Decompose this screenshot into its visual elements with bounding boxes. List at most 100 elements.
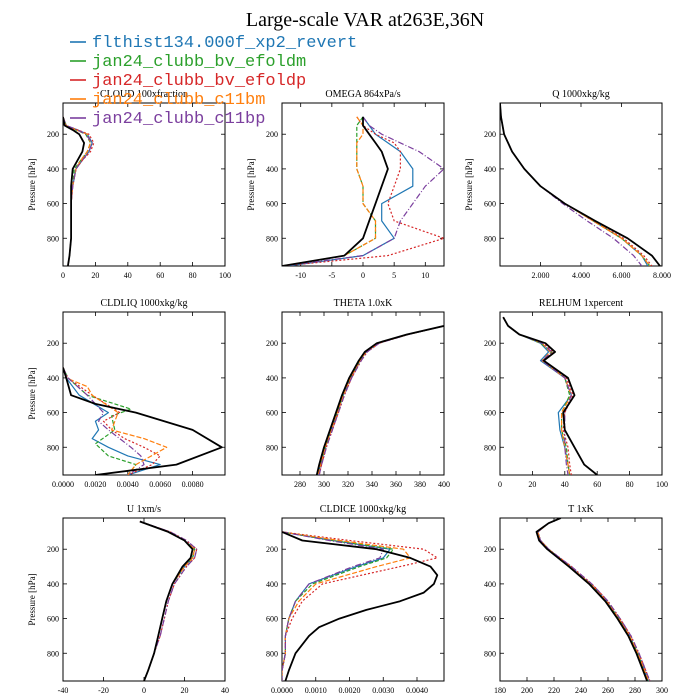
plot-frame bbox=[499, 102, 663, 267]
y-tick-label: 200 bbox=[484, 339, 496, 348]
series-line-jan24-clubb-c11bm bbox=[139, 520, 196, 681]
series-line-control bbox=[502, 316, 598, 475]
x-tick-label: 0.0040 bbox=[117, 480, 139, 489]
x-tick-label: 40 bbox=[561, 480, 569, 489]
y-tick-label: 600 bbox=[484, 409, 496, 418]
y-tick-label: 400 bbox=[484, 165, 496, 174]
legend-label: jan24_clubb_bv_efoldm bbox=[92, 53, 306, 72]
panel-title: CLDLIQ 1000xkg/kg bbox=[101, 298, 188, 309]
series-line-control bbox=[282, 116, 389, 266]
y-axis-label: Pressure [hPa] bbox=[27, 367, 37, 419]
x-tick-label: -10 bbox=[295, 271, 306, 280]
x-tick-label: 0.0000 bbox=[271, 686, 293, 695]
x-tick-label: 220 bbox=[548, 686, 560, 695]
series-line-jan24-clubb-bv-efoldm bbox=[537, 518, 650, 681]
x-tick-label: 6.000 bbox=[613, 271, 631, 280]
series-line-jan24-clubb-bv-efoldp bbox=[282, 531, 438, 681]
series-line-jan24-clubb-c11bm bbox=[282, 531, 411, 681]
series-line-jan24-clubb-c11bp bbox=[318, 325, 444, 475]
y-tick-label: 800 bbox=[47, 234, 59, 243]
x-tick-label: 280 bbox=[629, 686, 641, 695]
x-tick-label: 0.0020 bbox=[339, 686, 361, 695]
panel-u-1xm-s: U 1xm/s -40 -20 0 20 40 200 400 600 800 Pressure [… bbox=[27, 504, 229, 695]
series-line-flthist134-000f-xp2-revert bbox=[288, 116, 414, 266]
panel-t-1xk: T 1xK 180 200 220 240 260 280 300 200 400 600 800 bbox=[484, 504, 668, 695]
y-tick-label: 600 bbox=[266, 200, 278, 209]
legend-label: jan24_clubb_c11bm bbox=[92, 91, 265, 110]
y-tick-label: 400 bbox=[47, 580, 59, 589]
series-line-jan24-clubb-bv-efoldp bbox=[318, 325, 444, 475]
series-line-flthist134-000f-xp2-revert bbox=[139, 520, 196, 681]
y-tick-label: 800 bbox=[266, 649, 278, 658]
x-tick-label: 260 bbox=[602, 686, 614, 695]
series-line-jan24-clubb-c11bm bbox=[63, 116, 92, 266]
x-tick-label: 0.0030 bbox=[372, 686, 394, 695]
series-line-flthist134-000f-xp2-revert bbox=[537, 518, 650, 681]
y-tick-label: 200 bbox=[47, 339, 59, 348]
y-tick-label: 400 bbox=[266, 580, 278, 589]
panel-title: RELHUM 1xpercent bbox=[539, 298, 623, 309]
series-lines bbox=[282, 531, 439, 681]
plot-frame bbox=[62, 517, 226, 682]
y-axis-label: Pressure [hPa] bbox=[464, 158, 474, 210]
panel-title: Q 1000xkg/kg bbox=[552, 89, 610, 100]
series-line-control bbox=[63, 116, 85, 266]
y-tick-label: 600 bbox=[484, 200, 496, 209]
x-tick-label: 0 bbox=[61, 271, 65, 280]
x-tick-label: 0.0010 bbox=[305, 686, 327, 695]
series-line-jan24-clubb-bv-efoldm bbox=[139, 520, 196, 681]
panel-q-1000xkg-kg: Q 1000xkg/kg 2.000 4.000 6.000 8.000 200 400 60… bbox=[464, 89, 671, 280]
x-tick-label: 0.0000 bbox=[52, 480, 74, 489]
x-tick-label: 0.0020 bbox=[84, 480, 106, 489]
x-tick-label: 8.000 bbox=[653, 271, 671, 280]
y-tick-label: 400 bbox=[266, 374, 278, 383]
y-tick-label: 200 bbox=[266, 545, 278, 554]
plot-frame bbox=[499, 311, 663, 476]
y-tick-label: 600 bbox=[484, 615, 496, 624]
x-tick-label: 0.0080 bbox=[182, 480, 204, 489]
x-tick-label: -5 bbox=[329, 271, 336, 280]
y-tick-label: 800 bbox=[47, 443, 59, 452]
panel-cloud-100xfraction: CLOUD 100xfraction 0 20 40 60 80 100 200 400 600 8… bbox=[27, 89, 231, 280]
x-tick-label: -40 bbox=[58, 686, 69, 695]
x-tick-label: 20 bbox=[528, 480, 536, 489]
series-line-control bbox=[535, 518, 648, 681]
series-line-control bbox=[282, 531, 439, 681]
y-axis-label: Pressure [hPa] bbox=[246, 158, 256, 210]
y-tick-label: 800 bbox=[266, 234, 278, 243]
series-line-jan24-clubb-bv-efoldm bbox=[282, 116, 377, 266]
panel-title: U 1xm/s bbox=[127, 504, 161, 515]
series-lines bbox=[139, 520, 198, 681]
x-tick-label: 10 bbox=[421, 271, 429, 280]
x-tick-label: 40 bbox=[124, 271, 132, 280]
y-axis-label: Pressure [hPa] bbox=[27, 573, 37, 625]
y-tick-label: 800 bbox=[484, 649, 496, 658]
series-line-flthist134-000f-xp2-revert bbox=[63, 116, 93, 266]
series-line-control bbox=[500, 103, 661, 266]
x-tick-label: 4.000 bbox=[572, 271, 590, 280]
plot-frame bbox=[62, 311, 226, 476]
y-tick-label: 800 bbox=[484, 443, 496, 452]
y-tick-label: 400 bbox=[484, 580, 496, 589]
panel-cldice-1000xkg-kg: CLDICE 1000xkg/kg 0.0000 0.0010 0.0020 0.003… bbox=[266, 504, 445, 695]
x-tick-label: 0 bbox=[498, 480, 502, 489]
series-line-jan24-clubb-bv-efoldp bbox=[139, 520, 198, 681]
series-line-jan24-clubb-c11bp bbox=[282, 116, 444, 266]
x-tick-label: 300 bbox=[318, 480, 330, 489]
x-tick-label: 300 bbox=[656, 686, 668, 695]
legend-label: flthist134.000f_xp2_revert bbox=[92, 34, 357, 53]
series-line-jan24-clubb-c11bm bbox=[500, 103, 651, 266]
series-line-jan24-clubb-bv-efoldp bbox=[537, 518, 651, 681]
y-tick-label: 600 bbox=[266, 409, 278, 418]
series-lines bbox=[282, 116, 444, 266]
series-line-flthist134-000f-xp2-revert bbox=[317, 325, 444, 475]
x-tick-label: 0 bbox=[142, 686, 146, 695]
series-lines bbox=[535, 518, 651, 681]
y-tick-label: 200 bbox=[47, 545, 59, 554]
figure-title: Large-scale VAR at263E,36N bbox=[246, 9, 484, 31]
y-tick-label: 200 bbox=[47, 130, 59, 139]
y-tick-label: 400 bbox=[484, 374, 496, 383]
x-tick-label: 360 bbox=[390, 480, 402, 489]
